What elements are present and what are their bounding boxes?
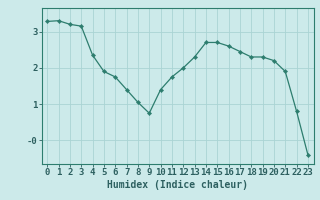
X-axis label: Humidex (Indice chaleur): Humidex (Indice chaleur) (107, 180, 248, 190)
